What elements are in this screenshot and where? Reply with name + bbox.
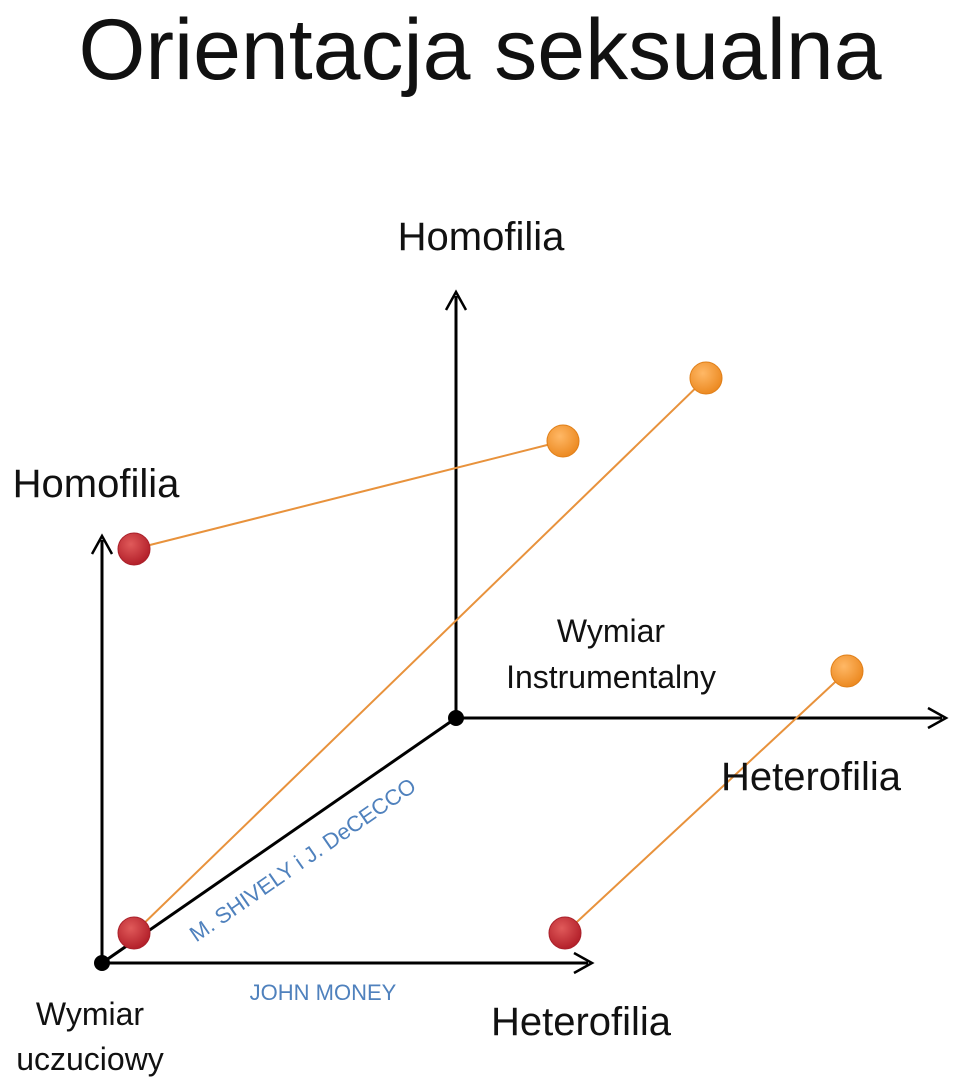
shively-dececco-label: M. SHIVELY i J. DeCECCO xyxy=(185,773,421,947)
back-horizontal-arrowhead xyxy=(927,706,949,730)
page-title: Orientacja seksualna xyxy=(78,2,882,98)
instrumental-label-line2: Instrumentalny xyxy=(506,659,716,695)
orange-point-upper xyxy=(546,424,580,458)
back-origin-dot xyxy=(448,710,464,726)
front-horizontal-arrowhead xyxy=(573,951,595,975)
right-axis-label: Heterofilia xyxy=(721,755,902,799)
red-point-top-left xyxy=(117,532,151,566)
john-money-label: JOHN MONEY xyxy=(250,980,397,1005)
origin-diagonal-axis xyxy=(101,716,457,965)
red-point-bottom-right xyxy=(548,916,582,950)
orange-point-top xyxy=(689,361,723,395)
emotional-label-line2: uczuciowy xyxy=(16,1041,164,1077)
bottom-axis-label: Heterofilia xyxy=(491,1000,672,1044)
front-origin-dot xyxy=(94,955,110,971)
connector-line-homofilia xyxy=(133,440,564,550)
emotional-label-line1: Wymiar xyxy=(36,996,144,1032)
back-vertical-arrowhead xyxy=(444,289,468,311)
red-point-bottom-left xyxy=(117,916,151,950)
left-axis-label: Homofilia xyxy=(13,462,180,506)
connector-line-diagonal xyxy=(133,377,707,934)
front-vertical-arrowhead xyxy=(90,533,114,555)
top-axis-label: Homofilia xyxy=(398,215,565,259)
connector-line-heterofilia xyxy=(564,670,848,934)
instrumental-label-line1: Wymiar xyxy=(557,613,665,649)
orange-point-right xyxy=(830,654,864,688)
